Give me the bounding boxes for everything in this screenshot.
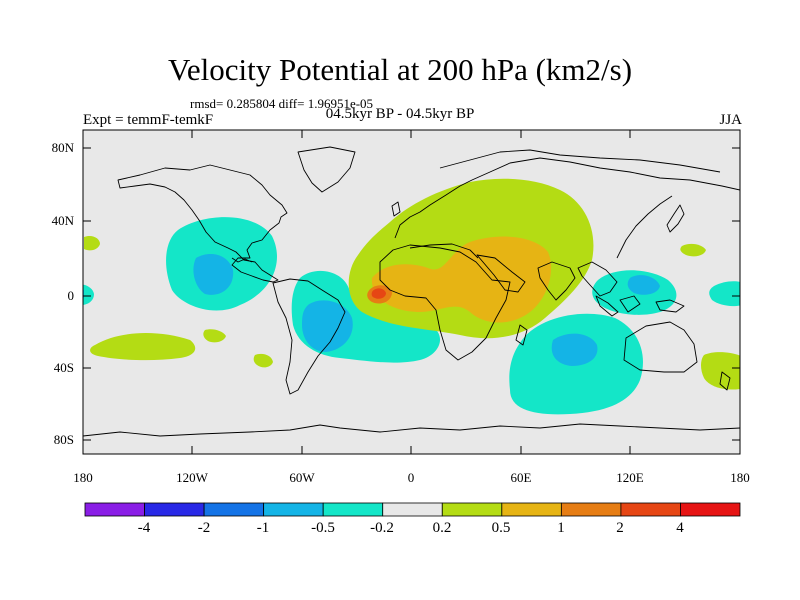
lat-label-40n: 40N xyxy=(51,213,74,228)
coast-arabia xyxy=(476,254,526,293)
coast-greenland xyxy=(297,146,356,193)
colorbar-swatch xyxy=(263,502,324,517)
coast-new-guinea xyxy=(655,299,685,313)
lon-label-180w: 180 xyxy=(73,470,93,485)
colorbar-label: -0.5 xyxy=(311,520,335,536)
colorbar-swatch xyxy=(203,502,265,517)
lon-label-60e: 60E xyxy=(510,470,532,485)
colorbar-swatch xyxy=(680,502,741,517)
region-africa-asia-moderate xyxy=(371,236,552,323)
region-chile-positive xyxy=(253,353,273,368)
colorbar-swatch xyxy=(382,502,443,517)
map-panel xyxy=(83,130,740,454)
coast-africa xyxy=(379,244,511,361)
colorbar-label: -1 xyxy=(256,520,270,536)
lon-label-60w: 60W xyxy=(289,470,315,485)
region-southern-ocean-small-positive xyxy=(203,329,226,343)
colorbar-swatch xyxy=(84,502,145,517)
colorbar-label: 4 xyxy=(676,520,684,536)
lat-label-40s: 40S xyxy=(53,360,74,375)
coast-india xyxy=(537,261,576,301)
lon-label-120w: 120W xyxy=(176,470,208,485)
coast-south-america xyxy=(272,278,346,395)
experiment-label: Expt = temmF-temkF xyxy=(83,112,214,128)
season-label: JJA xyxy=(719,112,742,128)
coast-siberia-north xyxy=(439,149,721,173)
coast-australia xyxy=(623,321,698,373)
coast-uk xyxy=(391,201,401,217)
region-south-america-core xyxy=(302,300,353,352)
colorbar-swatch xyxy=(620,502,681,517)
stats-text: rmsd= 0.285804 diff= 1.96951e-05 xyxy=(190,96,374,111)
map-title: Velocity Potential at 200 hPa (km2/s) xyxy=(167,52,633,87)
coast-europe-asia xyxy=(394,157,740,239)
colorbar-swatch xyxy=(501,502,562,517)
region-east-pacific-core xyxy=(193,254,234,295)
colorbar-swatch xyxy=(560,502,622,517)
colorbar-label: -0.2 xyxy=(370,520,394,536)
coast-new-zealand xyxy=(719,371,731,391)
colorbar-swatch xyxy=(441,502,503,517)
region-maritime-continent-core xyxy=(627,275,660,295)
region-west-pacific-positive xyxy=(680,243,706,257)
coast-east-asia xyxy=(616,195,673,259)
region-australia-east-positive xyxy=(701,352,740,390)
lon-label-0: 0 xyxy=(407,470,415,485)
lat-label-80s: 80S xyxy=(53,432,74,447)
coast-gulf-detail xyxy=(231,257,253,263)
coastlines xyxy=(83,146,740,437)
coast-southeast-asia xyxy=(577,261,618,297)
colorbar-label: 0.5 xyxy=(491,520,511,536)
lon-label-120e: 120E xyxy=(616,470,644,485)
coast-sumatra xyxy=(595,295,619,317)
region-dateline-west-negative xyxy=(83,284,94,305)
lat-label-80n: 80N xyxy=(51,140,74,155)
region-africa-max xyxy=(371,288,386,299)
region-southern-ocean-atlantic-positive xyxy=(90,333,196,361)
colorbar-label: 1 xyxy=(557,520,565,536)
colorbar-label: -2 xyxy=(197,520,211,536)
region-dateline-east-negative xyxy=(709,281,740,307)
coast-north-america xyxy=(117,164,288,283)
axis-ticks xyxy=(83,130,740,454)
period-label: 04.5kyr BP - 04.5kyr BP xyxy=(325,106,475,122)
colorbar xyxy=(84,502,741,517)
colorbar-swatch xyxy=(322,502,384,517)
coast-japan xyxy=(666,204,685,233)
coast-borneo xyxy=(619,295,641,313)
region-north-pacific-small-positive xyxy=(84,235,100,251)
region-indian-ocean-core xyxy=(551,333,598,366)
colorbar-label: -4 xyxy=(137,520,151,536)
colorbar-label: 2 xyxy=(616,520,624,536)
coast-madagascar xyxy=(515,324,528,346)
lon-label-180e: 180 xyxy=(730,470,750,485)
colorbar-swatch xyxy=(144,502,205,517)
coast-antarctica xyxy=(83,423,740,437)
lat-label-0: 0 xyxy=(67,288,75,303)
colorbar-label: 0.2 xyxy=(432,520,452,536)
